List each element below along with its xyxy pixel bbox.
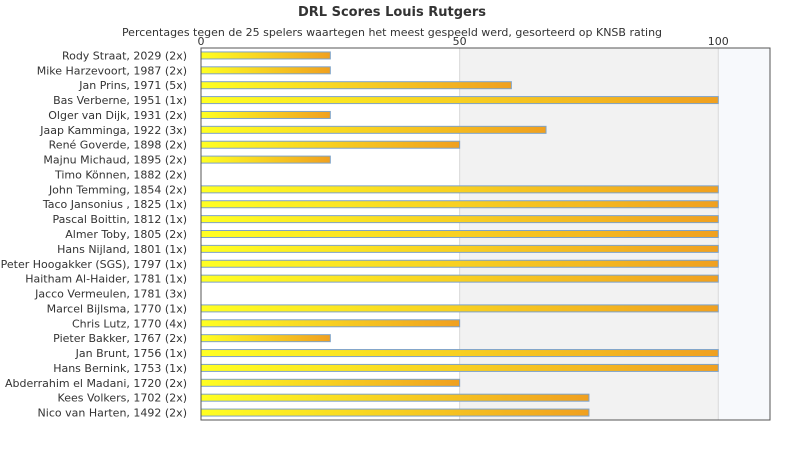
y-axis-label: Hans Bernink, 1753 (1x) [53,362,187,375]
y-axis-label: Majnu Michaud, 1895 (2x) [43,154,187,167]
bar [200,274,719,283]
bar [200,140,461,149]
bar [200,200,719,209]
y-axis-label: Kees Volkers, 1702 (2x) [58,392,187,405]
bar [200,349,719,358]
y-axis-label: Marcel Bijlsma, 1770 (1x) [47,302,187,315]
bar [200,155,331,164]
band-100-plus [718,48,770,420]
y-axis-label: Timo Können, 1882 (2x) [54,168,187,181]
x-tick-label: 100 [708,35,729,48]
y-axis-label: Mike Harzevoort, 1987 (2x) [37,64,187,77]
x-tick-label: 50 [453,35,467,48]
bar [200,363,719,372]
y-axis-label: John Temming, 1854 (2x) [48,183,187,196]
y-axis-label: Pieter Bakker, 1767 (2x) [53,332,187,345]
x-tick-label: 0 [198,35,205,48]
bar [200,244,719,253]
y-axis-label: Chris Lutz, 1770 (4x) [72,317,187,330]
bar [200,378,461,387]
bar [200,51,331,60]
bar [200,319,461,328]
bar [200,125,547,134]
bar [200,259,719,268]
plot-frame [200,47,771,421]
bar [200,110,331,119]
y-axis-labels: Rody Straat, 2029 (2x) Mike Harzevoort, 1… [1,49,187,419]
y-axis-label: Jan Brunt, 1756 (1x) [75,347,187,360]
y-axis-label: Jaap Kamminga, 1922 (3x) [39,124,187,137]
chart-subtitle: Percentages tegen de 25 spelers waartege… [122,26,662,39]
y-axis-label: Olger van Dijk, 1931 (2x) [48,109,187,122]
bar [200,81,512,90]
y-axis-label: Almer Toby, 1805 (2x) [65,228,187,241]
y-axis-label: Hans Nijland, 1801 (1x) [57,243,187,256]
y-axis-label: Abderrahim el Madani, 1720 (2x) [5,377,187,390]
x-axis-ticks: 0 50 100 [198,35,729,48]
y-axis-label: Jan Prins, 1971 (5x) [78,79,187,92]
bar [200,96,719,105]
bar [200,393,590,402]
chart-title: DRL Scores Louis Rutgers [298,5,486,20]
bar [200,304,719,313]
y-axis-label: Peter Hoogakker (SGS), 1797 (1x) [1,258,187,271]
bars [200,51,719,417]
y-axis-label: Nico van Harten, 1492 (2x) [38,407,187,420]
bar [200,334,331,343]
bar [200,230,719,238]
y-axis-label: Taco Jansonius , 1825 (1x) [42,198,187,211]
y-axis-label: Pascal Boittin, 1812 (1x) [52,213,187,226]
y-axis-label: Haitham Al-Haider, 1781 (1x) [25,273,187,286]
y-axis-label: Jacco Vermeulen, 1781 (3x) [34,288,187,301]
bar [200,408,590,417]
bar [200,185,719,194]
y-axis-label: René Goverde, 1898 (2x) [49,139,187,152]
bar [200,215,719,224]
y-axis-label: Bas Verberne, 1951 (1x) [53,94,187,107]
y-axis-label: Rody Straat, 2029 (2x) [62,49,187,62]
bar [200,66,331,75]
